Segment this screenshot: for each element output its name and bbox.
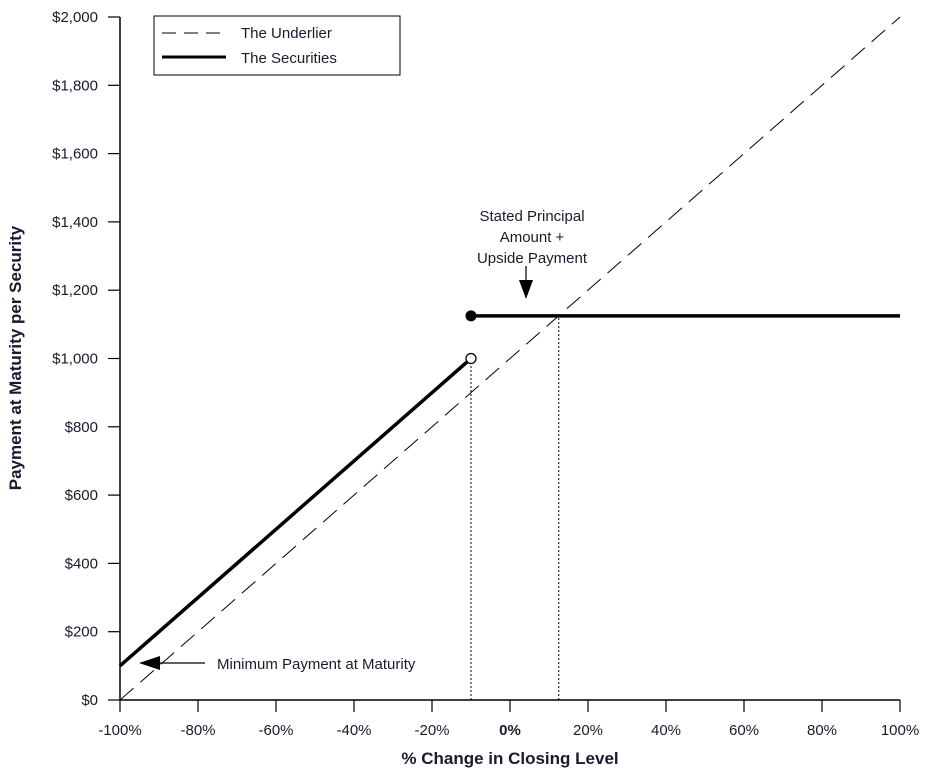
y-tick-label: $2,000 xyxy=(52,9,98,26)
securities-line xyxy=(118,357,473,668)
annotation-minimum: Minimum Payment at Maturity xyxy=(139,656,416,673)
x-tick-label: 100% xyxy=(881,722,919,739)
y-axis-ticks: $0 $200 $400 $600 $800 $1,000 $1,200 $1,400 $1,6… xyxy=(52,9,120,709)
x-axis-label: % Change in Closing Level xyxy=(401,749,618,768)
y-tick-label: $1,000 xyxy=(52,351,98,368)
x-tick-label: 80% xyxy=(807,722,837,739)
x-tick-label: 20% xyxy=(573,722,603,739)
annotation-minimum-text: Minimum Payment at Maturity xyxy=(217,656,416,673)
x-tick-label: 0% xyxy=(499,722,521,739)
x-tick-label: -80% xyxy=(180,722,215,739)
y-tick-label: $1,200 xyxy=(52,282,98,299)
x-tick-label: 60% xyxy=(729,722,759,739)
arrow-down-icon xyxy=(519,280,533,299)
legend-underlier-label: The Underlier xyxy=(241,25,332,42)
series xyxy=(118,16,901,701)
y-tick-label: $1,600 xyxy=(52,146,98,163)
x-tick-label: -40% xyxy=(336,722,371,739)
y-tick-label: $0 xyxy=(81,692,98,709)
arrow-left-icon xyxy=(139,656,160,670)
x-tick-label: -20% xyxy=(414,722,449,739)
annotation-cap-line-1: Stated Principal xyxy=(479,208,584,225)
open-circle-marker xyxy=(465,352,477,365)
x-tick-label: -60% xyxy=(258,722,293,739)
reference-lines xyxy=(470,315,560,700)
x-tick-label: -100% xyxy=(98,722,141,739)
y-tick-label: $600 xyxy=(65,487,98,504)
y-tick-label: $200 xyxy=(65,624,98,641)
legend-securities-label: The Securities xyxy=(241,50,337,67)
y-axis-label: Payment at Maturity per Security xyxy=(6,225,25,490)
annotation-cap: Stated Principal Amount + Upside Payment xyxy=(477,208,588,299)
y-tick-label: $1,800 xyxy=(52,77,98,94)
y-tick-label: $400 xyxy=(65,555,98,572)
annotation-cap-line-3: Upside Payment xyxy=(477,250,588,267)
x-axis-ticks: -100% -80% -60% -40% -20% 0% 20% 40% 60% 80% 100% xyxy=(98,700,919,739)
x-tick-label: 40% xyxy=(651,722,681,739)
legend: The Underlier The Securities xyxy=(153,15,401,76)
filled-circle-marker xyxy=(465,310,477,322)
y-tick-label: $1,400 xyxy=(52,214,98,231)
annotation-cap-line-2: Amount + xyxy=(500,229,565,246)
underlier-line xyxy=(119,16,901,701)
y-tick-label: $800 xyxy=(65,419,98,436)
